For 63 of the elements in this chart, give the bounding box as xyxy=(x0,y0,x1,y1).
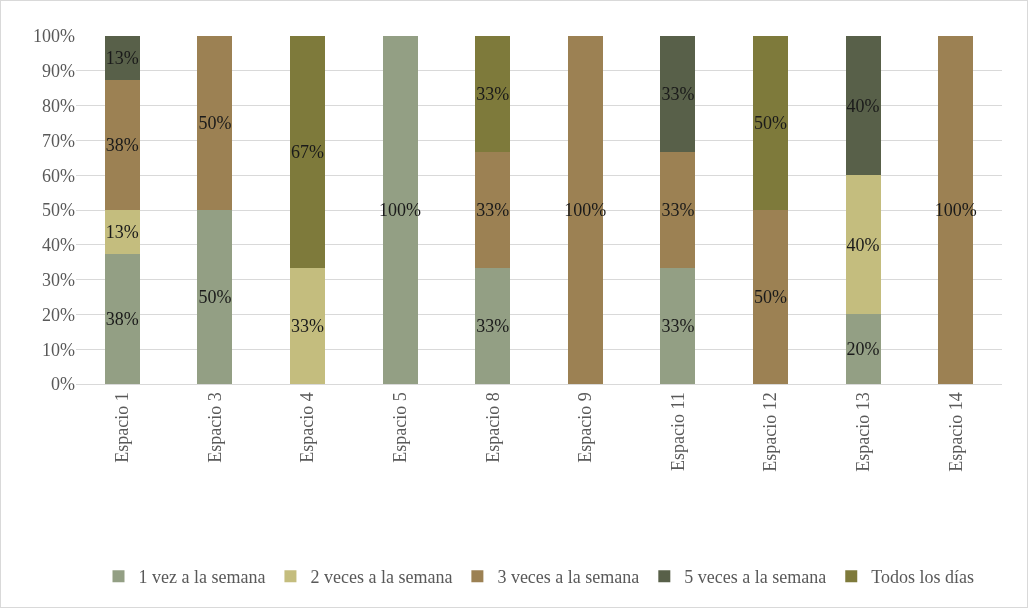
bar xyxy=(475,268,511,384)
y-tick-label: 20% xyxy=(42,304,75,325)
y-tick-label: 0% xyxy=(51,374,75,395)
data-label: 50% xyxy=(754,287,787,307)
x-tick-label: Espacio 13 xyxy=(852,392,873,472)
data-label: 50% xyxy=(198,287,232,307)
bar xyxy=(104,253,140,384)
y-tick-label: 90% xyxy=(42,61,75,82)
data-label: 38% xyxy=(105,134,139,155)
legend-label: 2 veces a la semana xyxy=(310,567,453,588)
data-label: 20% xyxy=(846,339,880,360)
data-label: 33% xyxy=(291,316,324,337)
bar xyxy=(475,36,511,153)
y-tick-label: 40% xyxy=(42,235,75,256)
data-label: 50% xyxy=(754,113,787,133)
bar xyxy=(845,314,881,384)
bar xyxy=(475,152,511,269)
bar xyxy=(938,36,974,384)
legend-label: 5 veces a la semana xyxy=(684,567,827,588)
data-label: 13% xyxy=(105,47,139,68)
bar xyxy=(845,36,881,176)
legend-label: 1 vez a la semana xyxy=(138,567,266,588)
data-label: 13% xyxy=(105,221,139,242)
bar xyxy=(752,210,789,384)
legend-label: Todos los días xyxy=(871,567,974,588)
y-tick-label: 80% xyxy=(42,95,75,116)
bar xyxy=(845,175,881,315)
bar xyxy=(289,36,326,269)
data-label: 33% xyxy=(661,200,695,221)
bar xyxy=(660,152,696,269)
data-label: 33% xyxy=(661,84,695,105)
data-label: 50% xyxy=(198,113,232,133)
data-label: 33% xyxy=(476,84,510,105)
x-tick-label: Espacio 5 xyxy=(389,392,410,463)
y-tick-label: 50% xyxy=(42,200,75,221)
data-label: 67% xyxy=(291,142,324,163)
x-tick-label: Espacio 1 xyxy=(112,392,133,463)
data-label: 33% xyxy=(476,200,510,221)
x-tick-label: Espacio 9 xyxy=(575,392,596,463)
y-tick-label: 30% xyxy=(42,269,75,290)
y-tick-label: 10% xyxy=(42,339,75,360)
x-tick-label: Espacio 12 xyxy=(760,392,781,472)
bar xyxy=(197,36,233,210)
data-label: 33% xyxy=(476,316,510,337)
x-tick-label: Espacio 14 xyxy=(945,392,966,472)
bar xyxy=(660,36,696,153)
x-tick-label: Espacio 11 xyxy=(667,392,688,472)
bar xyxy=(104,79,140,210)
y-tick-label: 100% xyxy=(33,26,75,47)
y-tick-label: 60% xyxy=(42,165,75,186)
legend-label: 3 veces a la semana xyxy=(497,567,640,588)
data-label: 40% xyxy=(846,95,880,116)
data-label: 33% xyxy=(661,316,695,337)
bar xyxy=(289,268,326,384)
bar xyxy=(660,268,696,384)
y-tick-label: 70% xyxy=(42,130,75,151)
data-label: 38% xyxy=(105,308,139,329)
bar xyxy=(197,210,233,384)
x-tick-label: Espacio 4 xyxy=(297,392,318,463)
x-tick-label: Espacio 8 xyxy=(482,392,503,463)
data-label: 40% xyxy=(846,234,880,255)
x-tick-label: Espacio 3 xyxy=(204,392,225,463)
bar xyxy=(752,36,789,210)
